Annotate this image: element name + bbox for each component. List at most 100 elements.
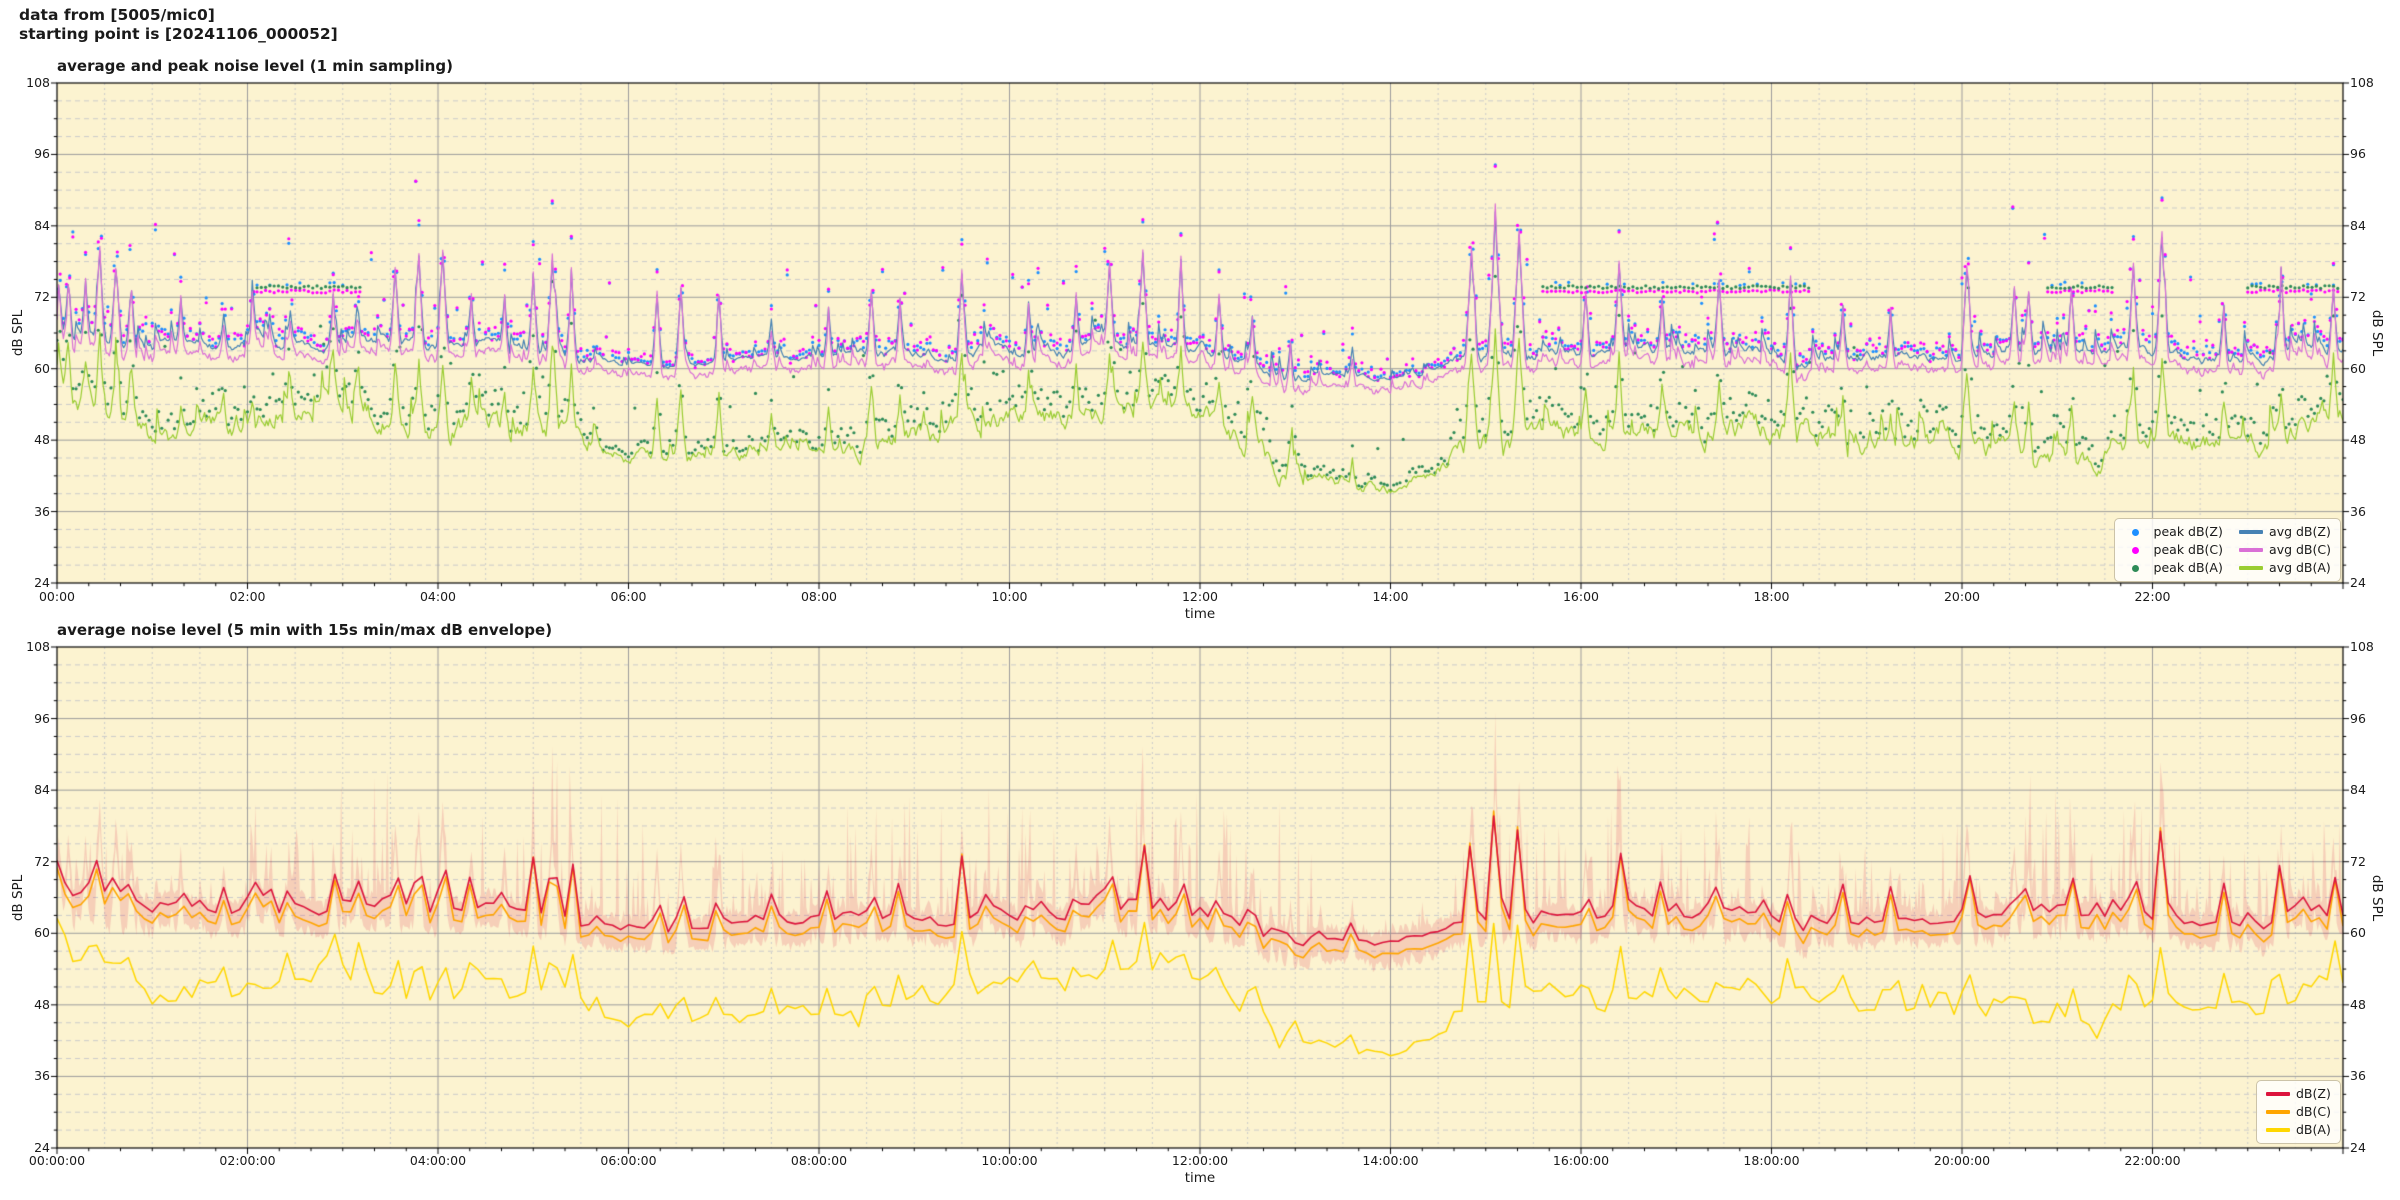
legend-item: avg dB(A) (2239, 560, 2331, 576)
x-tick-label: 22:00:00 (2124, 1153, 2181, 1168)
x-tick-label: 20:00 (1943, 589, 1981, 604)
legend-marker-line-icon (2266, 1109, 2290, 1115)
x-tick-label: 16:00:00 (1552, 1153, 1610, 1168)
legend-marker-line-icon (2239, 566, 2264, 570)
top-y-axis-label-left: dB SPL (10, 309, 26, 357)
legend-column: avg dB(Z) avg dB(C) avg dB(A) (2239, 524, 2331, 576)
x-tick-label: 00:00:00 (28, 1153, 86, 1168)
y-tick-label-right: 72 (2350, 853, 2366, 869)
x-tick-label: 12:00 (1181, 589, 1219, 604)
legend-label: avg dB(A) (2269, 560, 2331, 575)
y-tick-label-left: 84 (34, 782, 50, 798)
legend-item: dB(C) (2266, 1104, 2331, 1120)
legend-label: dB(Z) (2296, 1086, 2331, 1101)
x-tick-label: 18:00:00 (1743, 1153, 1800, 1168)
x-tick-label: 12:00:00 (1171, 1153, 1229, 1168)
y-tick-label-right: 36 (2350, 1068, 2366, 1084)
y-tick-label-left: 24 (34, 575, 50, 590)
x-tick-label: 18:00 (1753, 589, 1790, 604)
x-tick-label: 08:00 (800, 589, 838, 604)
legend-label: peak dB(C) (2153, 542, 2224, 557)
y-tick-label-left: 36 (34, 503, 50, 519)
legend-marker-line-icon (2239, 548, 2264, 552)
legend-label: avg dB(C) (2269, 542, 2331, 557)
y-tick-label-right: 96 (2350, 146, 2366, 162)
top-chart-legend: peak dB(Z) peak dB(C) peak dB(A) avg dB(Z) a… (2113, 518, 2341, 582)
y-tick-label-left: 24 (34, 1140, 50, 1155)
legend-marker-dot-icon (2124, 546, 2148, 554)
legend-label: avg dB(Z) (2269, 524, 2331, 539)
figure-header: data from [5005/mic0] starting point is … (19, 6, 338, 44)
y-tick-label-left: 60 (34, 925, 50, 941)
y-tick-label-left: 60 (34, 360, 50, 376)
legend-item: peak dB(Z) (2124, 524, 2224, 540)
top-y-axis-label-right: dB SPL (2369, 309, 2385, 357)
bottom-x-axis-label: time (1184, 1170, 1216, 1186)
y-tick-label-left: 84 (34, 217, 50, 233)
x-tick-label: 22:00 (2134, 589, 2171, 604)
bottom-chart-plot-canvas (0, 634, 2400, 1170)
y-tick-label-right: 36 (2350, 503, 2366, 519)
legend-label: dB(A) (2296, 1122, 2331, 1137)
x-tick-label: 06:00:00 (600, 1153, 657, 1168)
y-tick-label-right: 60 (2350, 360, 2366, 376)
x-tick-label: 00:00 (38, 589, 76, 604)
bottom-chart-legend: dB(Z) dB(C) dB(A) (2256, 1080, 2341, 1144)
x-tick-label: 14:00:00 (1362, 1153, 1419, 1168)
y-tick-label-right: 24 (2350, 575, 2366, 590)
header-start-line: starting point is [20241106_000052] (19, 25, 338, 43)
legend-marker-dot-icon (2124, 564, 2148, 572)
y-tick-label-left: 48 (34, 996, 50, 1012)
legend-item: avg dB(Z) (2239, 524, 2331, 540)
legend-column: peak dB(Z) peak dB(C) peak dB(A) (2124, 524, 2224, 576)
y-tick-label-right: 84 (2350, 217, 2366, 233)
y-tick-label-right: 108 (2350, 639, 2374, 654)
x-tick-label: 14:00 (1372, 589, 1409, 604)
y-tick-label-left: 48 (34, 432, 50, 448)
legend-item: peak dB(A) (2124, 560, 2224, 576)
legend-label: peak dB(Z) (2153, 524, 2223, 539)
y-tick-label-right: 60 (2350, 925, 2366, 941)
y-tick-label-left: 72 (34, 289, 50, 305)
legend-label: dB(C) (2296, 1104, 2331, 1119)
legend-item: peak dB(C) (2124, 542, 2224, 558)
y-tick-label-left: 108 (26, 639, 50, 654)
x-tick-label: 10:00 (991, 589, 1028, 604)
y-tick-label-left: 36 (34, 1068, 50, 1084)
bottom-y-axis-label-right: dB SPL (2369, 874, 2385, 922)
x-tick-label: 02:00 (229, 589, 266, 604)
y-tick-label-left: 96 (34, 146, 50, 162)
x-tick-label: 20:00:00 (1933, 1153, 1991, 1168)
y-tick-label-right: 96 (2350, 710, 2366, 726)
y-tick-label-left: 108 (26, 75, 50, 90)
y-tick-label-left: 96 (34, 710, 50, 726)
y-tick-label-right: 108 (2350, 75, 2374, 90)
y-tick-label-left: 72 (34, 853, 50, 869)
legend-item: avg dB(C) (2239, 542, 2331, 558)
legend-marker-line-icon (2266, 1091, 2290, 1097)
y-tick-label-right: 84 (2350, 782, 2366, 798)
legend-marker-dot-icon (2124, 528, 2148, 536)
y-tick-label-right: 48 (2350, 432, 2366, 448)
x-tick-label: 02:00:00 (219, 1153, 276, 1168)
legend-item: dB(Z) (2266, 1086, 2331, 1102)
bottom-y-axis-label-left: dB SPL (10, 874, 26, 922)
legend-marker-line-icon (2266, 1127, 2290, 1133)
x-tick-label: 06:00 (610, 589, 647, 604)
x-tick-label: 04:00 (419, 589, 457, 604)
top-x-axis-label: time (1184, 606, 1216, 622)
top-chart-plot-canvas (0, 70, 2400, 606)
x-tick-label: 08:00:00 (790, 1153, 848, 1168)
y-tick-label-right: 24 (2350, 1140, 2366, 1155)
header-source-line: data from [5005/mic0] (19, 6, 215, 24)
x-tick-label: 10:00:00 (981, 1153, 1038, 1168)
x-tick-label: 04:00:00 (409, 1153, 467, 1168)
x-tick-label: 16:00 (1562, 589, 1600, 604)
legend-column: dB(Z) dB(C) dB(A) (2266, 1086, 2331, 1138)
y-tick-label-right: 72 (2350, 289, 2366, 305)
legend-item: dB(A) (2266, 1122, 2331, 1138)
legend-label: peak dB(A) (2153, 560, 2223, 575)
y-tick-label-right: 48 (2350, 996, 2366, 1012)
legend-marker-line-icon (2239, 530, 2264, 534)
